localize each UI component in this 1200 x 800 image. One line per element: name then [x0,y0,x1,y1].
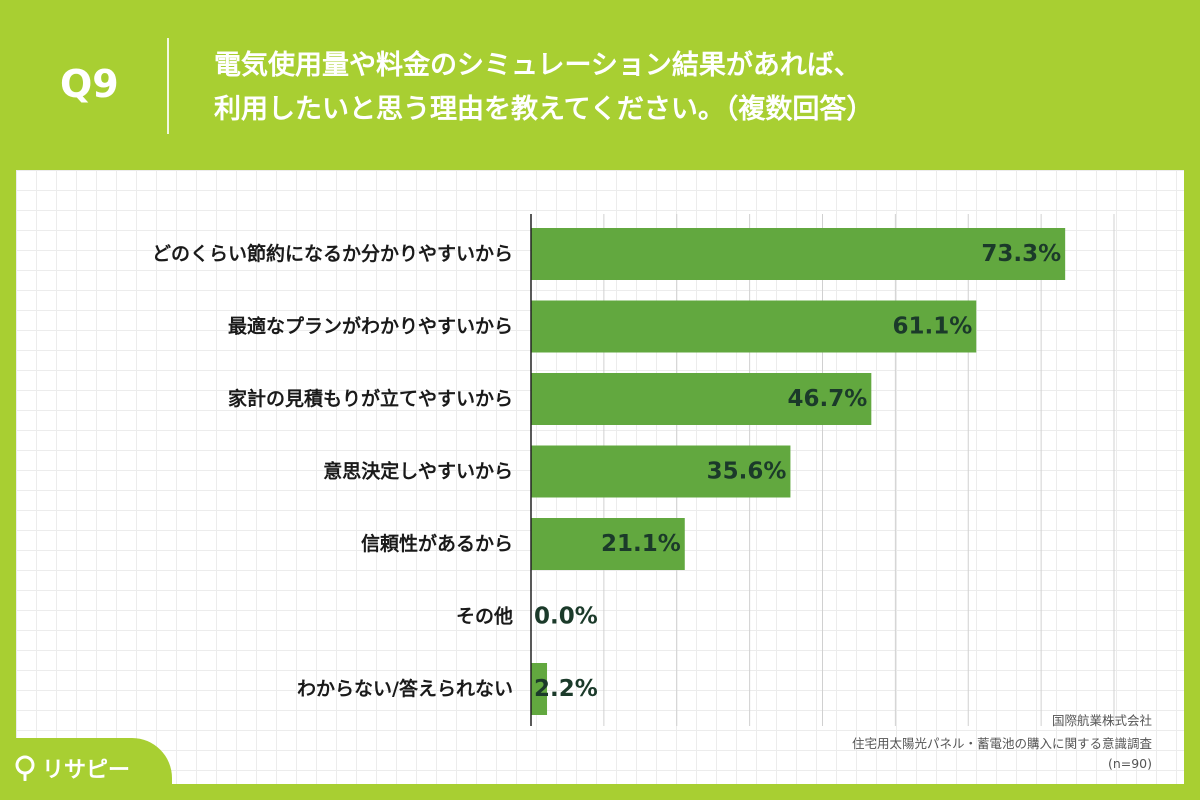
chart-panel: どのくらい節約になるか分かりやすいから 73.3% 最適なプランがわかりやすいから 6… [16,170,1184,784]
bar-chart: どのくらい節約になるか分かりやすいから 73.3% 最適なプランがわかりやすいから 6… [152,214,1115,726]
value-label: 35.6% [707,459,787,485]
value-label: 0.0% [534,604,598,630]
category-label: どのくらい節約になるか分かりやすいから [152,242,513,265]
value-label: 2.2% [534,676,598,702]
bar [531,663,548,715]
bar [531,518,685,570]
category-label: その他 [456,605,513,628]
category-label: 最適なプランがわかりやすいから [228,315,513,338]
brand-name: リサピー [42,758,131,783]
bar [531,373,872,425]
source-company: 国際航業株式会社 [1051,713,1152,728]
header-divider [167,38,169,134]
bar [531,300,977,353]
bar [531,445,791,498]
question-title: 電気使用量や料金のシミュレーション結果があれば、 利用したいと思う理由を教えてく… [214,44,873,132]
category-label: 信頼性があるから [361,532,513,555]
question-number: Q9 [60,62,119,106]
question-title-line-2: 利用したいと思う理由を教えてください。（複数回答） [214,94,874,125]
brand-logo: リサピー [14,752,130,784]
source-survey: 住宅用太陽光パネル・蓄電池の購入に関する意識調査 [851,736,1152,751]
value-label: 61.1% [892,314,972,340]
category-label: わからない/答えられない [297,677,513,700]
bar [531,228,1066,280]
value-label: 46.7% [788,386,868,412]
brand-logo-area: リサピー [0,738,172,800]
value-label: 21.1% [601,531,681,557]
pin-icon [15,755,35,781]
category-label: 意思決定しやすいから [323,460,513,483]
question-title-line-1: 電気使用量や料金のシミュレーション結果があれば、 [214,50,861,81]
category-label: 家計の見積もりが立てやすいから [228,387,513,410]
header: Q9 電気使用量や料金のシミュレーション結果があれば、 利用したいと思う理由を教… [0,0,1200,170]
value-label: 73.3% [981,241,1061,267]
source-sample: (n=90) [1107,756,1152,771]
